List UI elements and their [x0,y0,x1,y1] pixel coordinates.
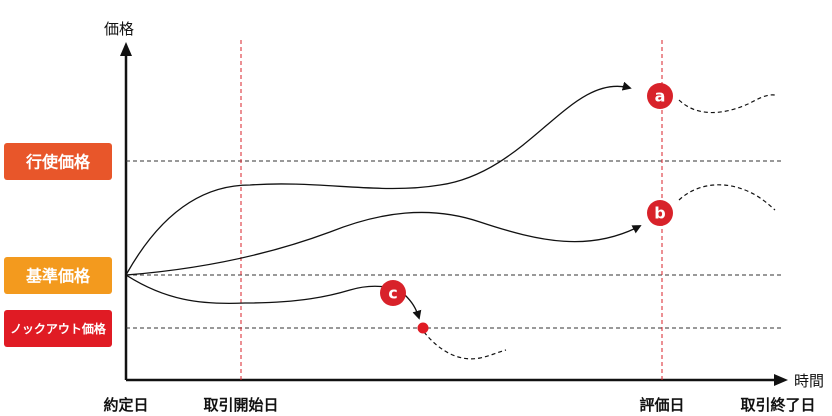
contract-date-label: 約定日 [103,396,148,414]
marker-b: b [647,200,673,226]
x-axis-arrow-icon [774,374,788,386]
strike-price-badge: 行使価格 [4,143,112,180]
knockout-price-badge: ノックアウト価格 [4,310,112,347]
y-axis-arrow-icon [120,42,132,56]
svg-text:基準価格: 基準価格 [25,267,91,286]
price-path-b [125,211,642,276]
price-path-c [125,274,422,320]
trade-end-date-label: 取引終了日 [740,396,815,414]
marker-a: a [647,83,673,109]
base-price-badge: 基準価格 [4,257,112,294]
price-path-a-continuation [678,94,776,114]
svg-text:ノックアウト価格: ノックアウト価格 [10,321,107,336]
price-path-a [125,81,632,276]
trade-start-date-label: 取引開始日 [203,396,278,414]
svg-text:b: b [654,204,665,223]
price-path-c-continuation [423,331,507,360]
y-axis-label: 価格 [104,20,134,38]
x-axis-label: 時間 [794,372,824,390]
svg-text:c: c [388,284,397,303]
svg-text:行使価格: 行使価格 [25,153,91,172]
knockout-hit-dot [417,322,429,334]
marker-c: c [380,280,406,306]
svg-text:a: a [655,87,666,106]
evaluation-date-label: 評価日 [639,396,684,414]
price-path-b-continuation [678,184,776,211]
